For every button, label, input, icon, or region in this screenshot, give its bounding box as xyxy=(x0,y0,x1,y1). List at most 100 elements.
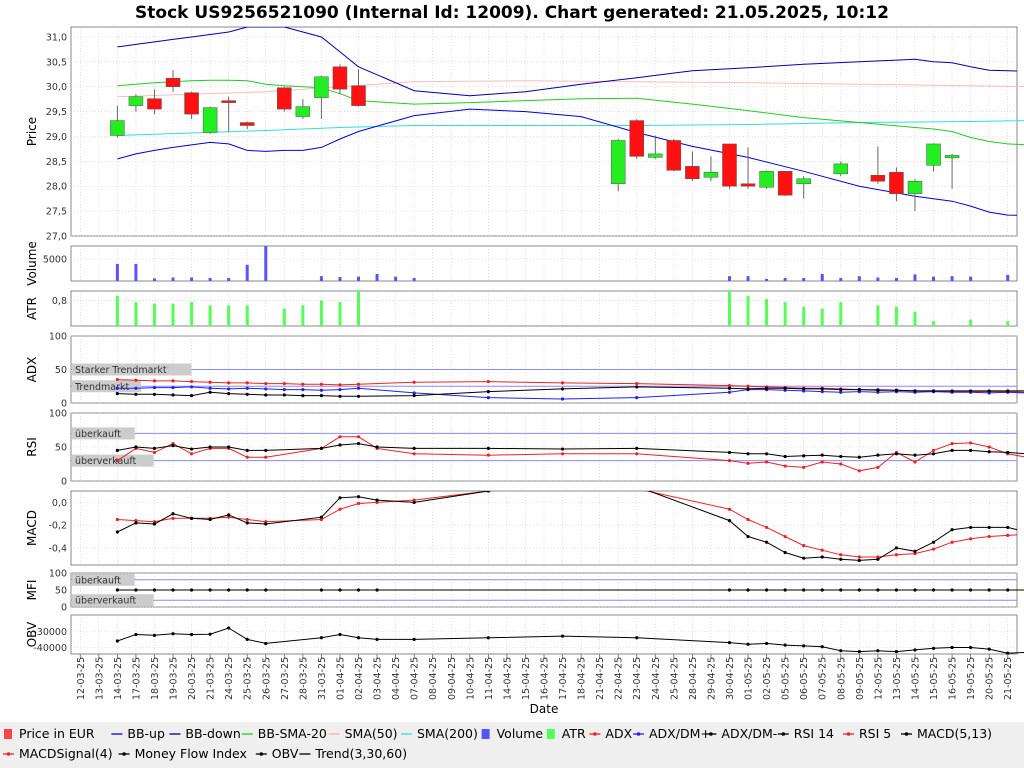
volume-tick-label: 5000 xyxy=(43,255,67,266)
mfi-line-point xyxy=(171,588,175,592)
macd-line-point xyxy=(894,546,899,550)
macd-signal-line-point xyxy=(950,540,954,544)
rsi14-line-point xyxy=(227,445,231,449)
x-tick-label: 30-04-25 xyxy=(725,657,736,700)
legend-item: ADX/DM+ xyxy=(633,726,711,741)
macd-signal-line-point xyxy=(412,498,416,502)
macd-line-point xyxy=(913,549,917,553)
legend-label: ADX/DM- xyxy=(721,726,777,741)
obv-line-point xyxy=(319,636,324,640)
obv-line-point xyxy=(913,648,917,652)
volume-bar xyxy=(894,277,898,281)
dm-minus-line-point xyxy=(338,394,342,398)
mfi-line-point xyxy=(727,588,732,592)
macd-line-point xyxy=(171,512,175,516)
candle-body xyxy=(796,178,811,184)
x-tick-label: 09-04-25 xyxy=(447,657,458,700)
legend-swatch-dot xyxy=(636,732,641,736)
volume-bar xyxy=(190,277,194,281)
mfi-line-point xyxy=(115,588,119,592)
candle-body xyxy=(666,140,682,171)
x-tick-label: 22-04-25 xyxy=(614,657,625,700)
x-tick-label: 14-04-25 xyxy=(502,657,513,700)
x-tick-label: 06-05-25 xyxy=(799,657,810,700)
legend-item: BB-down xyxy=(169,726,241,741)
price-tick-label: 30,0 xyxy=(46,82,67,93)
legend-item: RSI 5 xyxy=(843,726,891,741)
x-tick-label: 14-03-25 xyxy=(113,657,124,700)
obv-tick-label: -40000 xyxy=(33,643,67,654)
mfi-line-point xyxy=(987,588,991,592)
x-tick-label: 13-05-25 xyxy=(892,657,903,700)
macd-line-point xyxy=(264,522,268,526)
macd-line-point xyxy=(134,521,138,525)
candle-body xyxy=(944,155,960,159)
legend-item: RSI 14 xyxy=(777,726,834,741)
volume-bar xyxy=(171,277,175,281)
volume-bar xyxy=(394,276,398,281)
legend-swatch xyxy=(546,729,555,739)
bb-up-line xyxy=(117,108,1017,216)
dm-plus-line-point xyxy=(356,386,361,390)
rsi14-line-point xyxy=(115,448,119,452)
mfi-tick-label: 0 xyxy=(61,603,67,614)
legend-item: ADX xyxy=(589,726,633,741)
macd-signal-line-point xyxy=(987,534,991,539)
volume-bar xyxy=(783,277,787,281)
x-tick-label: 28-03-25 xyxy=(298,657,309,700)
volume-bar xyxy=(876,277,880,281)
macd-signal-line-point xyxy=(319,517,324,522)
x-tick-label: 05-05-25 xyxy=(781,657,792,700)
dm-plus-line-point xyxy=(301,388,305,392)
atr-panel: 0,8 ATR xyxy=(25,290,1018,327)
macd-line-point xyxy=(375,498,379,502)
legend-label: ATR xyxy=(562,726,586,741)
obv-axis-label: OBV xyxy=(25,621,39,647)
dm-plus-line-point xyxy=(820,390,824,394)
volume-axis-label: Volume xyxy=(25,241,39,286)
x-axis: 12-03-25 13-03-25 14-03-25 17-03-25 18-03-25… xyxy=(76,654,1014,700)
macd-panel: 0,0 -0,2 -0,4 MACD xyxy=(25,490,1018,566)
legend-swatch-dot xyxy=(122,752,126,756)
x-tick-label: 21-04-25 xyxy=(595,657,606,700)
dm-minus-line-point xyxy=(857,388,861,392)
macd-line-point xyxy=(857,558,861,563)
mfi-line-point xyxy=(820,588,824,592)
rsi5-line-point xyxy=(764,460,769,464)
legend-swatch-dot xyxy=(709,732,713,736)
dm-minus-line-point xyxy=(412,394,416,398)
x-tick-label: 23-04-25 xyxy=(632,657,643,700)
volume-bar xyxy=(338,277,342,281)
candle-body xyxy=(833,163,849,175)
volume-panel: 5000 Volume xyxy=(25,241,1018,286)
x-tick-label: 21-03-25 xyxy=(206,657,217,700)
obv-line-point xyxy=(338,632,342,637)
dm-plus-line-point xyxy=(319,388,324,392)
macd-signal-line-point xyxy=(356,501,361,506)
dm-minus-line-point xyxy=(839,388,843,392)
macd-signal-line-point xyxy=(931,547,936,551)
mfi-zone-overbought-bg xyxy=(72,573,135,586)
mfi-line-point xyxy=(152,588,157,592)
adx-line-point xyxy=(208,380,212,384)
macd-signal-line-point xyxy=(913,552,917,556)
rsi5-line-point xyxy=(746,461,750,465)
rsi14-line-point xyxy=(560,447,565,451)
adx-line-point xyxy=(301,382,305,386)
mfi-line-point xyxy=(245,588,249,592)
legend-label: Volume xyxy=(497,726,544,741)
candle-body xyxy=(221,100,236,103)
adx-tick-label: 50 xyxy=(55,365,67,376)
x-tick-label: 15-05-25 xyxy=(929,657,940,700)
legend-item: Money Flow Index xyxy=(118,746,247,761)
candle-body xyxy=(629,120,644,157)
volume-bar xyxy=(857,276,861,281)
adx-line-point xyxy=(560,381,565,385)
rsi-tick-label: 0 xyxy=(61,477,67,488)
rsi5-line-point xyxy=(115,459,119,463)
dm-minus-line-point xyxy=(987,389,991,393)
rsi14-line-point xyxy=(264,448,268,452)
volume-bar xyxy=(969,276,973,281)
price-tick-label: 27,5 xyxy=(46,207,67,218)
